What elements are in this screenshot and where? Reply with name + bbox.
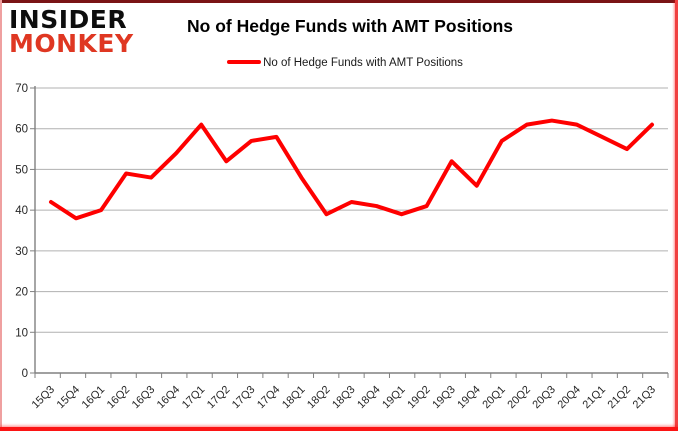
frame-border-bottom (0, 427, 678, 431)
y-tick-label: 60 (15, 124, 28, 136)
frame-border-right (675, 0, 678, 431)
y-tick-label: 40 (15, 205, 28, 217)
x-tick-label: 16Q2 (105, 384, 133, 412)
x-tick-label: 15Q3 (30, 384, 58, 412)
legend-line-swatch (227, 59, 262, 64)
series-line (49, 118, 654, 221)
x-tick-label: 19Q3 (430, 384, 458, 412)
x-tick-label: 20Q2 (505, 384, 533, 412)
x-tick-label: 17Q4 (255, 384, 283, 412)
insider-monkey-logo: INSIDER MONKEY (9, 7, 134, 57)
y-tick-label: 20 (15, 287, 28, 299)
x-tick-label: 15Q4 (55, 384, 83, 412)
y-tick-label: 70 (15, 83, 28, 95)
y-tick-label: 50 (15, 164, 28, 176)
x-tick-label: 18Q3 (330, 384, 358, 412)
x-tick-label: 18Q1 (280, 384, 308, 412)
chart-legend: No of Hedge Funds with AMT Positions (0, 57, 678, 69)
y-tick-label: 30 (15, 246, 28, 258)
logo-word-insider: INSIDER (9, 5, 128, 34)
logo-word-monkey: MONKEY (9, 29, 134, 58)
x-tick-label: 17Q3 (230, 384, 258, 412)
chart-title: No of Hedge Funds with AMT Positions (187, 16, 513, 36)
legend-label: No of Hedge Funds with AMT Positions (263, 57, 463, 69)
x-tick-label: 21Q2 (606, 384, 634, 412)
x-tick-label: 16Q4 (155, 384, 183, 412)
x-tick-label: 21Q3 (631, 384, 659, 412)
y-tick-label: 0 (22, 368, 28, 380)
x-tick-label: 17Q2 (205, 384, 233, 412)
x-tick-label: 21Q1 (581, 384, 609, 412)
x-tick-label: 17Q1 (180, 384, 208, 412)
frame-border-top (0, 0, 678, 3)
x-tick-label: 20Q1 (480, 384, 508, 412)
x-tick-label: 19Q2 (405, 384, 433, 412)
x-tick-label: 19Q1 (380, 384, 408, 412)
x-tick-label: 18Q2 (305, 384, 333, 412)
x-tick-label: 19Q4 (455, 384, 483, 412)
y-tick-label: 10 (15, 327, 28, 339)
x-tick-label: 18Q4 (355, 384, 383, 412)
x-tick-label: 20Q3 (530, 384, 558, 412)
x-tick-label: 16Q3 (130, 384, 158, 412)
x-tick-label: 16Q1 (80, 384, 108, 412)
frame-border-left (0, 0, 2, 431)
x-tick-label: 20Q4 (555, 384, 583, 412)
